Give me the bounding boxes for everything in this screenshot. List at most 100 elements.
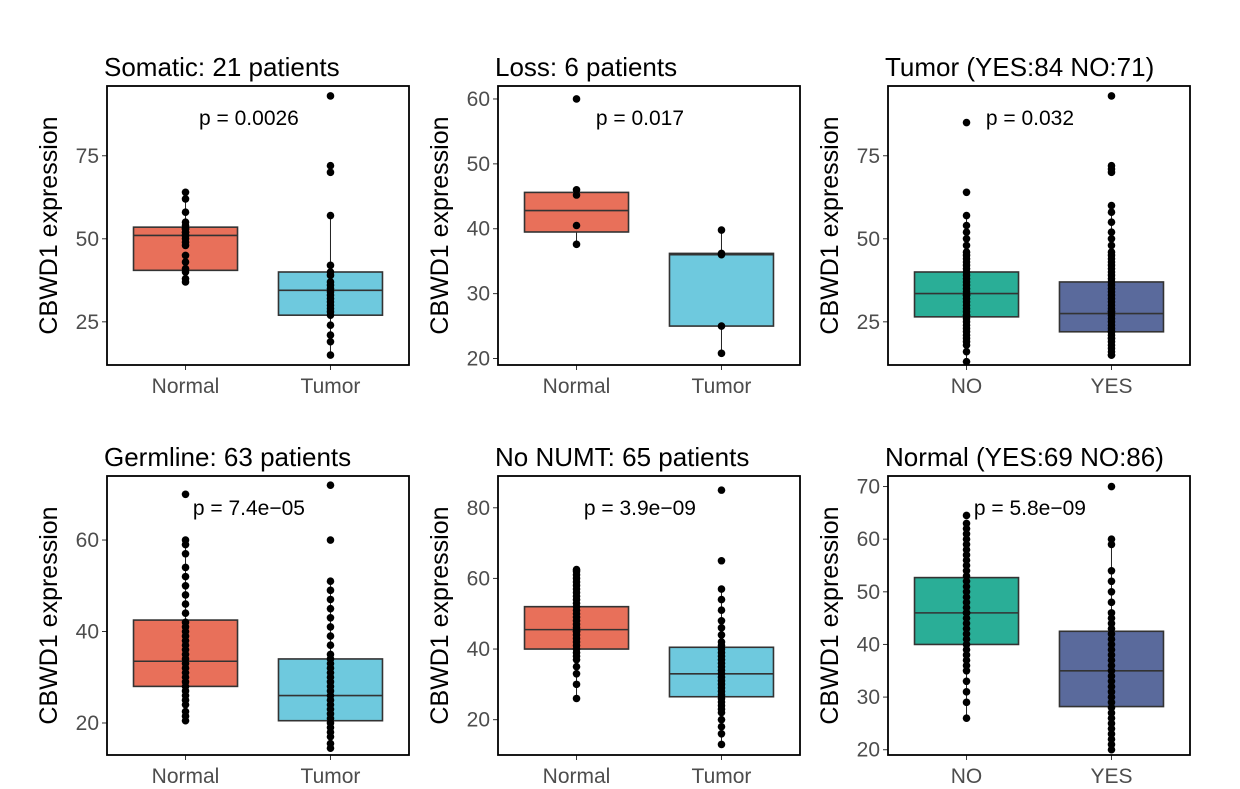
data-point bbox=[717, 616, 726, 625]
data-point bbox=[962, 561, 971, 570]
panel-title: Somatic: 21 patients bbox=[104, 52, 340, 82]
data-point bbox=[1107, 201, 1116, 210]
panel-border bbox=[887, 475, 1191, 756]
panel-border bbox=[887, 85, 1191, 366]
data-point bbox=[1107, 630, 1116, 638]
x-tick-label: Tumor bbox=[692, 765, 752, 788]
y-tick-label: 50 bbox=[857, 581, 880, 604]
data-point bbox=[1107, 624, 1116, 633]
data-point bbox=[1107, 730, 1116, 738]
data-point bbox=[181, 251, 190, 260]
data-point bbox=[962, 221, 971, 230]
box-group-normal bbox=[132, 490, 239, 725]
data-point bbox=[962, 624, 971, 633]
data-point bbox=[572, 662, 581, 671]
data-point bbox=[962, 556, 971, 565]
box-group-no bbox=[913, 118, 1020, 366]
box-group-yes bbox=[1058, 482, 1165, 754]
box-group-normal bbox=[523, 95, 630, 249]
data-point bbox=[1107, 609, 1116, 617]
data-point bbox=[717, 631, 726, 639]
data-point bbox=[326, 92, 335, 100]
data-point bbox=[1107, 709, 1116, 717]
panel-6: Normal (YES:69 NO:86) CBWD1 expression 20 3… bbox=[816, 442, 1191, 788]
data-point bbox=[1107, 640, 1116, 649]
panel-border bbox=[497, 85, 801, 366]
data-point bbox=[1107, 703, 1116, 712]
data-point bbox=[717, 740, 726, 749]
data-point bbox=[1107, 540, 1116, 549]
data-point bbox=[962, 211, 971, 220]
data-point bbox=[326, 168, 335, 177]
data-point bbox=[181, 258, 190, 266]
box-group-yes bbox=[1058, 92, 1165, 359]
data-point bbox=[962, 530, 971, 538]
data-point bbox=[181, 536, 190, 544]
box-group-tumor bbox=[668, 486, 775, 749]
y-tick-label: 40 bbox=[857, 633, 880, 656]
y-tick-label: 40 bbox=[467, 218, 490, 241]
panel-1: Somatic: 21 patients CBWD1 expression 25 50… bbox=[35, 52, 410, 398]
data-point bbox=[572, 95, 581, 103]
data-point bbox=[572, 680, 581, 689]
data-point bbox=[962, 566, 971, 575]
data-point bbox=[717, 486, 726, 494]
y-tick-label: 50 bbox=[857, 228, 880, 251]
panel-title: No NUMT: 65 patients bbox=[495, 442, 749, 472]
data-point bbox=[1107, 666, 1116, 675]
panel-4: Germline: 63 patients CBWD1 expression 20 4… bbox=[35, 442, 410, 788]
box-group-tumor bbox=[277, 92, 384, 359]
data-point bbox=[1107, 614, 1116, 622]
y-tick-label: 70 bbox=[857, 476, 880, 499]
data-point bbox=[181, 208, 190, 217]
data-point bbox=[1107, 745, 1116, 754]
data-point bbox=[326, 161, 335, 170]
data-point bbox=[326, 268, 335, 276]
y-axis-label: CBWD1 expression bbox=[426, 116, 454, 334]
y-tick-label: 60 bbox=[857, 528, 880, 551]
data-point bbox=[962, 357, 971, 366]
x-tick-label: NO bbox=[951, 765, 983, 788]
data-point bbox=[1107, 619, 1116, 628]
p-value-label: p = 5.8e−09 bbox=[974, 497, 1086, 520]
data-point bbox=[181, 581, 190, 590]
data-point bbox=[962, 714, 971, 722]
data-point bbox=[181, 549, 190, 558]
panel-5: No NUMT: 65 patients CBWD1 expression 20 40… bbox=[426, 442, 801, 788]
data-point bbox=[962, 630, 971, 638]
x-tick-label: YES bbox=[1090, 765, 1132, 788]
panel-title: Normal (YES:69 NO:86) bbox=[885, 442, 1164, 472]
data-point bbox=[717, 349, 726, 358]
x-tick-label: NO bbox=[951, 375, 983, 398]
p-value-label: p = 3.9e−09 bbox=[584, 497, 696, 520]
data-point bbox=[1107, 566, 1116, 575]
data-point bbox=[326, 632, 335, 640]
data-point bbox=[717, 730, 726, 738]
data-point bbox=[1107, 645, 1116, 654]
data-point bbox=[326, 739, 335, 748]
data-point bbox=[326, 650, 335, 659]
y-tick-label: 20 bbox=[76, 712, 99, 735]
y-tick-label: 40 bbox=[76, 621, 99, 644]
data-point bbox=[962, 688, 971, 696]
y-tick-label: 75 bbox=[76, 145, 99, 168]
y-axis-label: CBWD1 expression bbox=[426, 506, 454, 724]
x-tick-label: Normal bbox=[152, 765, 220, 788]
data-point bbox=[1107, 719, 1116, 728]
data-point bbox=[326, 613, 335, 622]
data-point bbox=[181, 707, 190, 716]
data-point bbox=[962, 677, 971, 686]
data-point bbox=[962, 540, 971, 549]
data-point bbox=[1107, 714, 1116, 722]
data-point bbox=[572, 221, 581, 230]
data-point bbox=[717, 722, 726, 731]
data-point bbox=[1107, 672, 1116, 680]
data-point bbox=[1107, 208, 1116, 217]
data-point bbox=[1107, 92, 1116, 100]
y-tick-label: 30 bbox=[467, 283, 490, 306]
data-point bbox=[326, 586, 335, 595]
panel-title: Loss: 6 patients bbox=[495, 52, 677, 82]
data-point bbox=[326, 536, 335, 544]
data-point bbox=[1107, 218, 1116, 226]
data-point bbox=[181, 600, 190, 608]
